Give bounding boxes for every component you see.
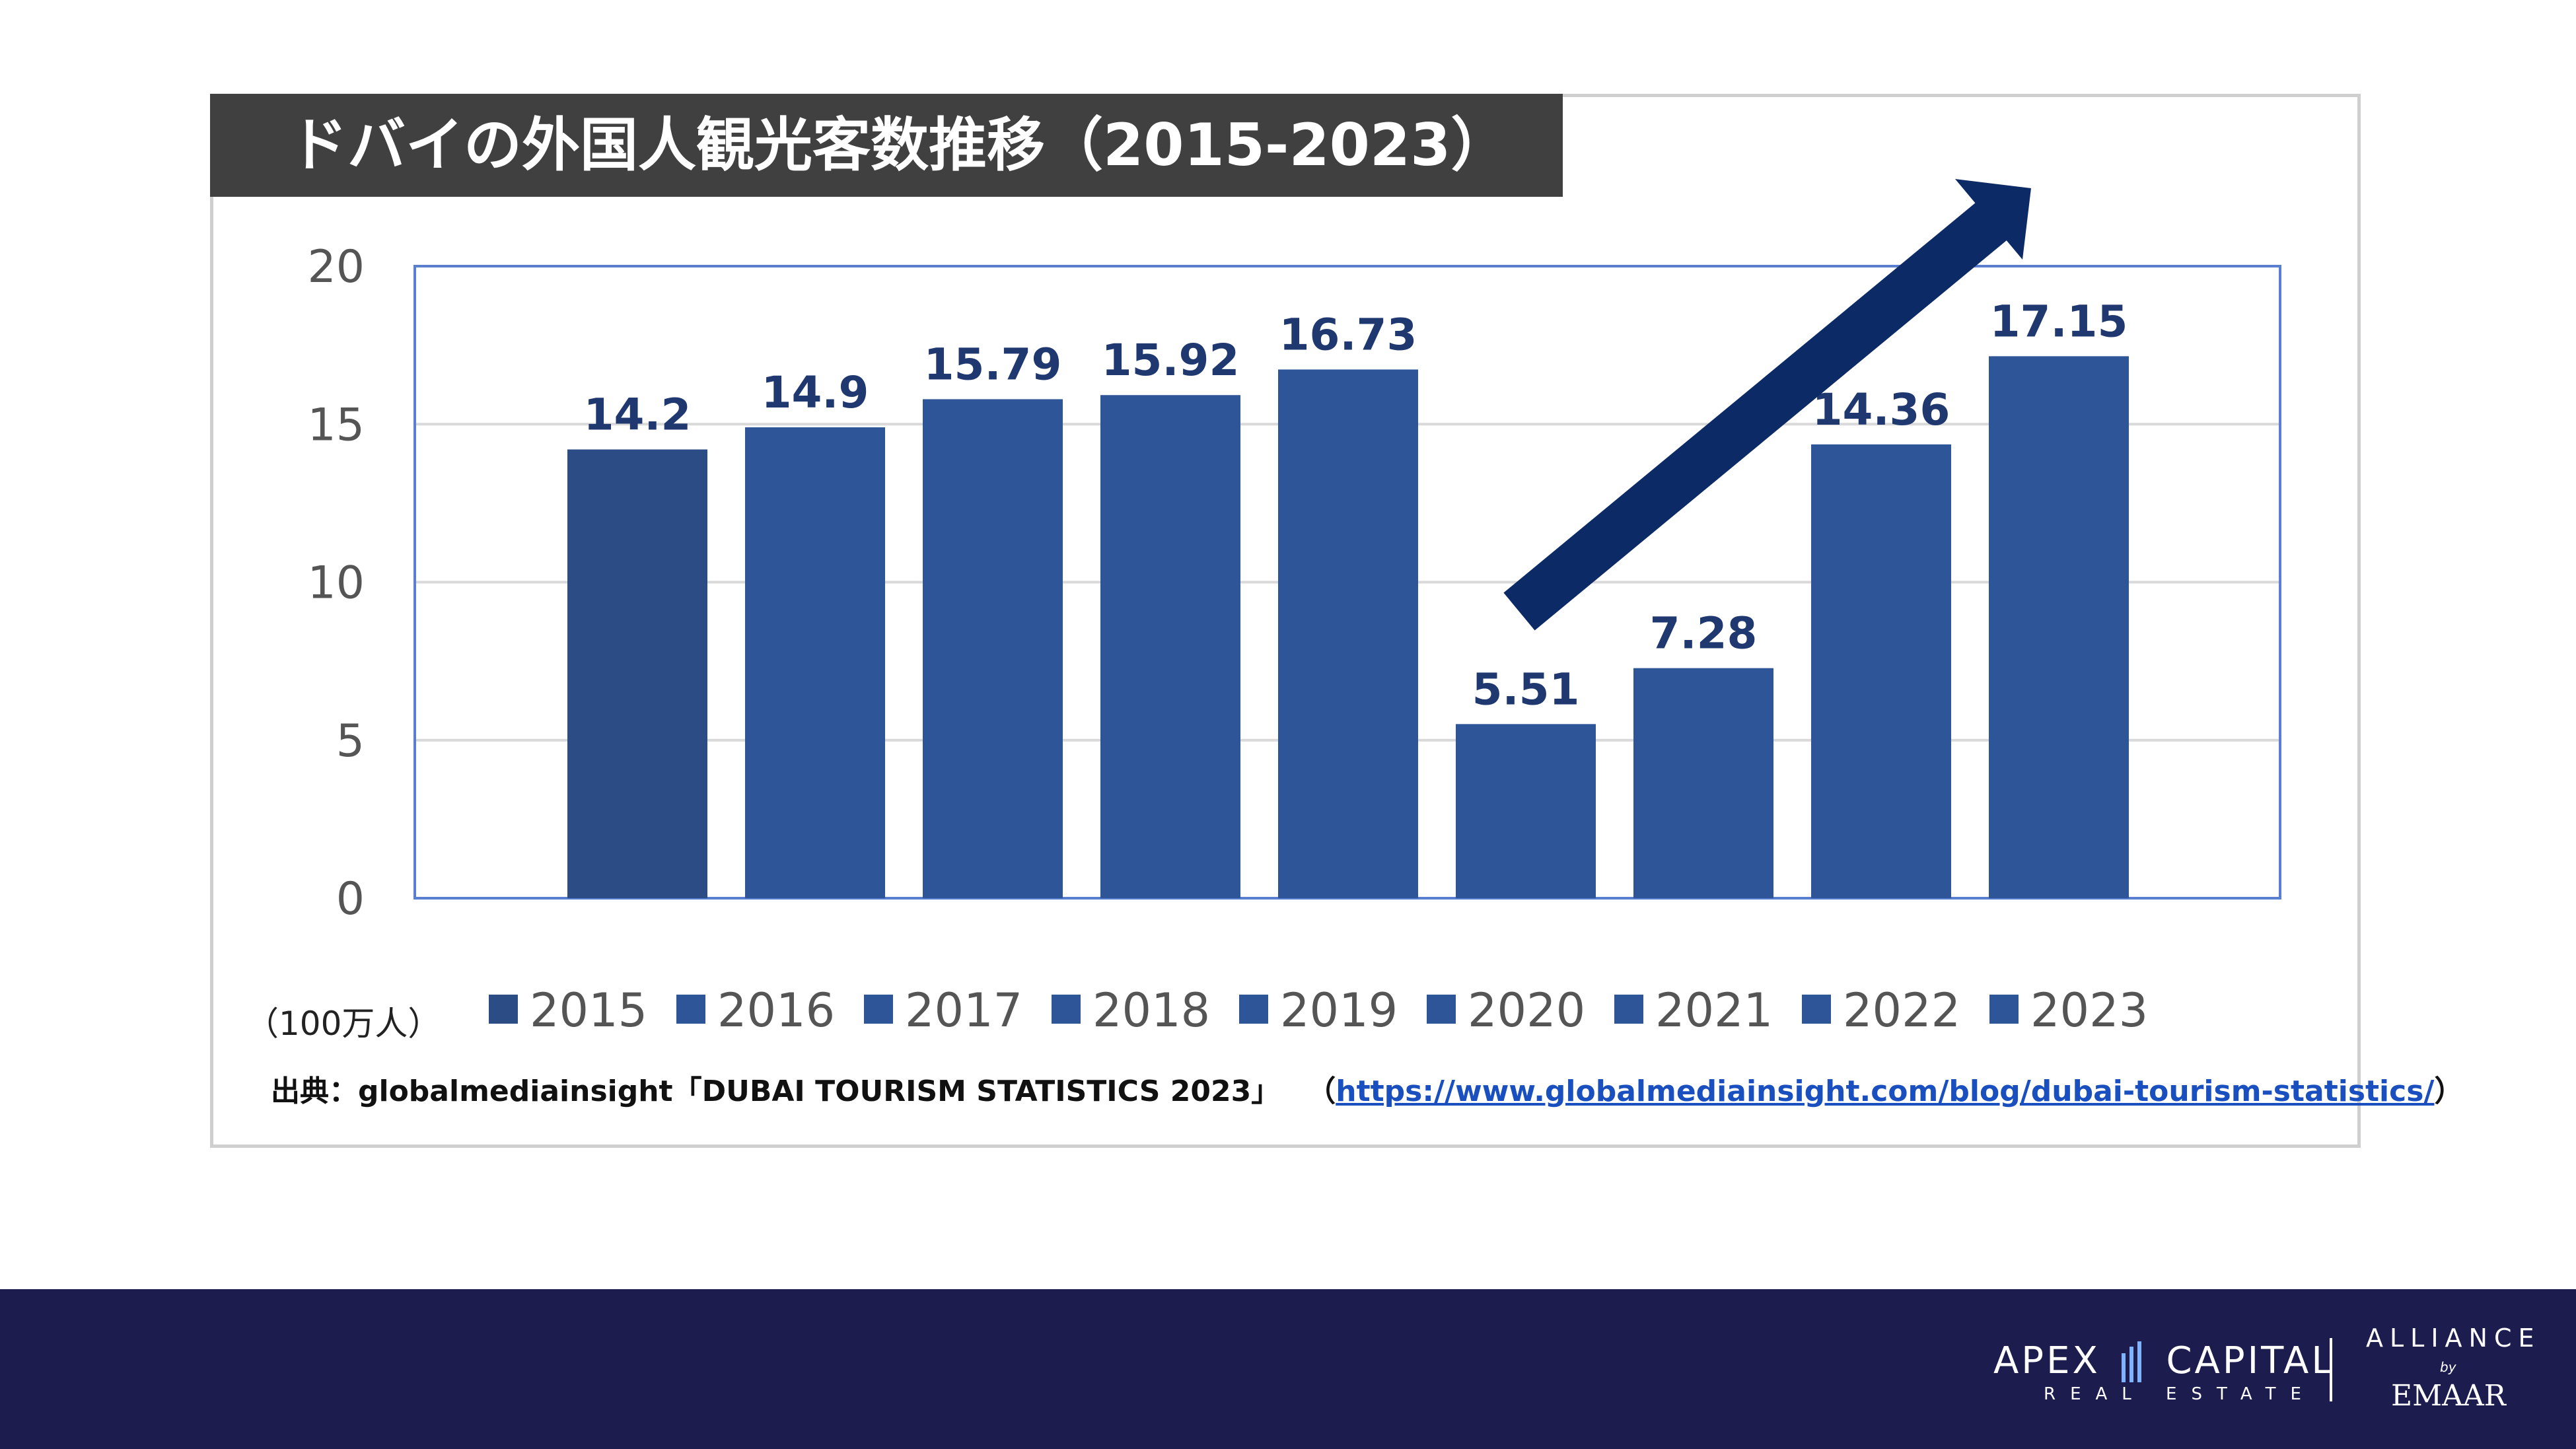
legend-swatch-2020 xyxy=(1427,995,1456,1024)
legend-label-2015: 2015 xyxy=(530,983,647,1038)
data-label-2017: 15.79 xyxy=(924,339,1062,390)
brand-subtitle: REAL ESTATE xyxy=(2044,1384,2316,1404)
legend-label-2017: 2017 xyxy=(905,983,1022,1038)
trend-arrow-shaft xyxy=(1503,202,2007,631)
data-label-2020: 5.51 xyxy=(1472,664,1580,715)
unit-label: （100万人） xyxy=(246,1005,441,1043)
legend-swatch-2023 xyxy=(1989,995,2019,1024)
footer-bar xyxy=(0,1289,2576,1449)
data-label-2021: 7.28 xyxy=(1650,608,1758,659)
brand-apex: APEX xyxy=(1993,1339,2100,1382)
source-citation: 出典：globalmediainsight「DUBAI TOURISM STAT… xyxy=(271,1067,2463,1110)
source-prefix: 出典：globalmediainsight「DUBAI TOURISM STAT… xyxy=(271,1075,1281,1108)
data-label-2019: 16.73 xyxy=(1279,309,1417,360)
legend-swatch-2015 xyxy=(489,995,518,1024)
legend-label-2018: 2018 xyxy=(1092,983,1210,1038)
legend-label-2019: 2019 xyxy=(1280,983,1398,1038)
legend-label-2016: 2016 xyxy=(717,983,835,1038)
data-label-2018: 15.92 xyxy=(1102,335,1240,386)
trend-arrow-head xyxy=(1955,179,2031,260)
bar-2015 xyxy=(567,449,707,898)
data-label-2016: 14.9 xyxy=(762,367,869,418)
data-label-2022: 14.36 xyxy=(1812,384,1950,435)
y-tick-label: 0 xyxy=(336,873,365,925)
bar-2023 xyxy=(1989,356,2129,898)
brand-capital: CAPITAL xyxy=(2166,1339,2335,1382)
bar-2022 xyxy=(1811,444,1951,898)
source-open-paren: （ xyxy=(1306,1075,1336,1108)
emaar-logo: EMAAR xyxy=(2391,1379,2506,1413)
legend-swatch-2016 xyxy=(676,995,705,1024)
chart-title: ドバイの外国人観光客数推移（2015-2023） xyxy=(210,94,1563,197)
legend-label-2022: 2022 xyxy=(1843,983,1960,1038)
bar-2018 xyxy=(1100,395,1240,898)
bar-2020 xyxy=(1456,724,1596,898)
source-close-paren: ） xyxy=(2434,1075,2464,1108)
data-label-2015: 14.2 xyxy=(584,390,692,441)
bar-2021 xyxy=(1633,668,1773,898)
bar-2017 xyxy=(923,399,1063,898)
legend-swatch-2017 xyxy=(864,995,893,1024)
bar-2019 xyxy=(1278,369,1418,898)
legend-label-2021: 2021 xyxy=(1655,983,1773,1038)
y-tick-label: 20 xyxy=(307,241,365,293)
legend-label-2023: 2023 xyxy=(2030,983,2148,1038)
legend-swatch-2021 xyxy=(1614,995,1643,1024)
bar-2016 xyxy=(745,427,885,898)
alliance-label: ALLIANCE xyxy=(2366,1324,2541,1353)
legend-swatch-2019 xyxy=(1239,995,1268,1024)
source-link[interactable]: https://www.globalmediainsight.com/blog/… xyxy=(1336,1075,2435,1108)
apex-capital-logo: APEX CAPITAL xyxy=(1993,1339,2335,1382)
legend-swatch-2018 xyxy=(1052,995,1081,1024)
legend-swatch-2022 xyxy=(1802,995,1831,1024)
y-tick-label: 10 xyxy=(307,557,365,610)
legend-label-2020: 2020 xyxy=(1468,983,1585,1038)
y-tick-label: 15 xyxy=(307,399,365,451)
apex-bars-icon xyxy=(2121,1339,2145,1382)
data-label-2023: 17.15 xyxy=(1990,296,2128,347)
footer-divider xyxy=(2330,1338,2332,1401)
alliance-by: by xyxy=(2440,1359,2456,1375)
y-tick-label: 5 xyxy=(336,715,365,767)
